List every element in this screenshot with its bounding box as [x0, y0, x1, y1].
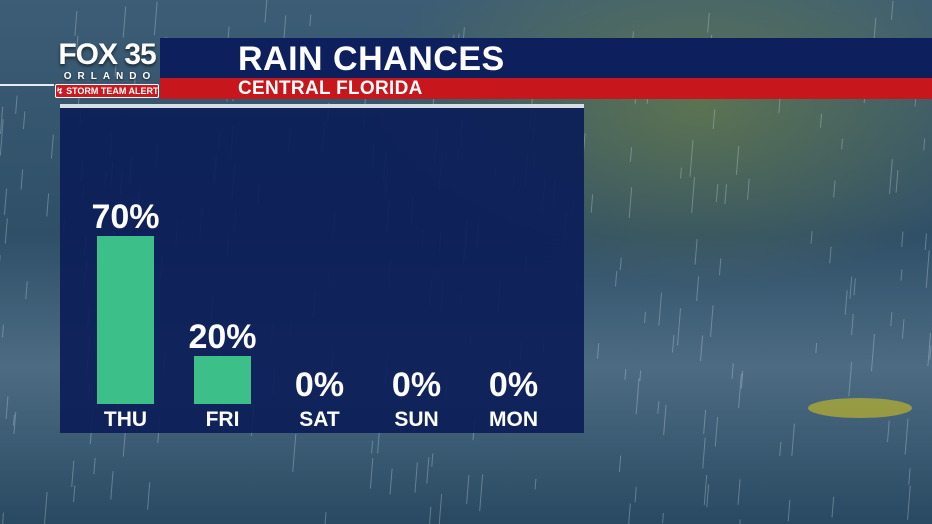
- storm-team-alert-badge: ↯ STORM TEAM ALERT ↯: [55, 84, 169, 98]
- bar-fri: [194, 356, 251, 404]
- rain-chance-bar-chart: 70% THU 20% FRI 0% SAT 0% SUN 0% MON: [91, 198, 538, 431]
- chart-subtitle: CENTRAL FLORIDA: [238, 78, 423, 99]
- value-label-thu: 70%: [91, 198, 159, 236]
- value-label-sun: 0%: [392, 366, 441, 404]
- station-name: FOX 35: [58, 38, 156, 71]
- bar-thu: [97, 236, 154, 404]
- value-label-mon: 0%: [489, 366, 538, 404]
- value-label-fri: 20%: [188, 318, 256, 356]
- value-label-sat: 0%: [295, 366, 344, 404]
- subtitle-bar: CENTRAL FLORIDA: [160, 78, 932, 99]
- alert-badge-label: STORM TEAM ALERT: [66, 86, 159, 96]
- header-accent-line: [0, 84, 54, 86]
- category-label-mon: MON: [489, 408, 538, 431]
- category-label-sun: SUN: [394, 408, 438, 431]
- station-city: ORLANDO: [63, 71, 157, 82]
- chart-title: RAIN CHANCES: [238, 40, 505, 78]
- panel-top-rule: [60, 104, 584, 108]
- station-logo: FOX 35 ORLANDO ↯ STORM TEAM ALERT ↯: [54, 38, 169, 98]
- lightning-icon: ↯: [56, 86, 64, 96]
- title-bar: RAIN CHANCES: [160, 38, 932, 78]
- category-label-thu: THU: [104, 408, 147, 431]
- chart-panel: 70% THU 20% FRI 0% SAT 0% SUN 0% MON: [60, 108, 584, 433]
- category-label-fri: FRI: [206, 408, 240, 431]
- category-label-sat: SAT: [299, 408, 340, 431]
